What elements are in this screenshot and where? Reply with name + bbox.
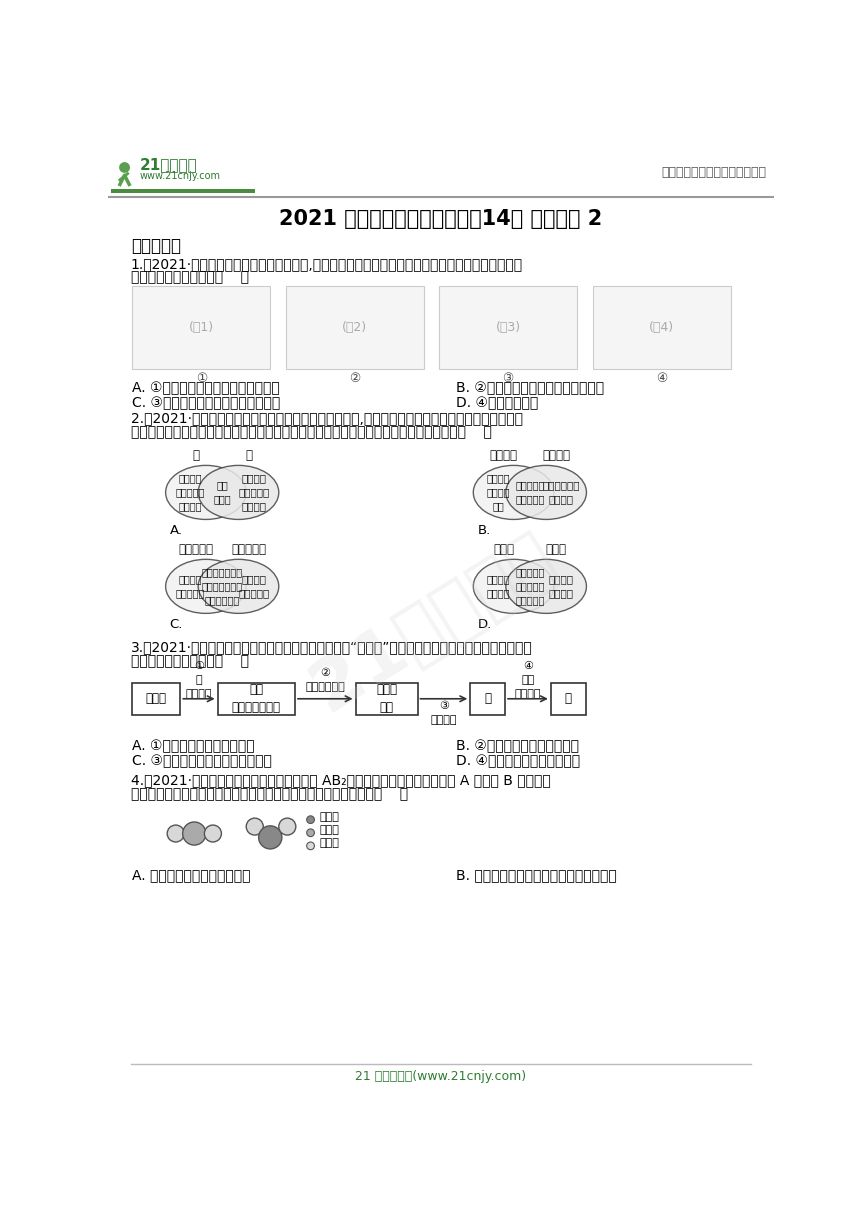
Circle shape [246,818,263,835]
Text: ①
熬
（加热）: ① 熬 （加热） [186,662,212,699]
Text: 2.（2021·嘉兴）利用图形对概念间的关系进行归纳梳理,可以直观地反映两者的个性和共性。下列图: 2.（2021·嘉兴）利用图形对概念间的关系进行归纳梳理,可以直观地反映两者的个… [131,411,523,426]
Ellipse shape [198,559,279,613]
Bar [218,682,295,715]
Ellipse shape [166,559,246,613]
Ellipse shape [166,466,246,519]
Text: 分解有机物，
释放能量: 分解有机物， 释放能量 [543,480,580,505]
Text: 碑溶液能
使紫色石蕊
试液变蓝: 碑溶液能 使紫色石蕊 试液变蓝 [238,473,269,512]
Text: 一、单选题: 一、单选题 [131,237,181,255]
Text: 21 世纪教育网(www.21cnjy.com): 21 世纪教育网(www.21cnjy.com) [355,1070,526,1083]
Bar [112,188,255,193]
Bar [132,682,181,715]
Text: 力作用在
同一物体上: 力作用在 同一物体上 [238,574,269,598]
Ellipse shape [473,559,554,613]
Circle shape [307,816,315,823]
Text: (图3): (图3) [495,321,521,334]
Text: (图2): (图2) [342,321,367,334]
Text: 2021 年科学中考真题分类汇缗14： 化学基砂 2: 2021 年科学中考真题分类汇缗14： 化学基砂 2 [280,209,602,229]
Text: 合成有机
物，储存
能量: 合成有机 物，储存 能量 [487,473,510,512]
Text: 示。下列解释合理的是（    ）: 示。下列解释合理的是（ ） [131,654,249,668]
Text: 体循环: 体循环 [493,544,514,557]
Text: 碳原子: 碳原子 [320,824,340,834]
Text: 胆矾
（硬酸锂结晶）: 胆矾 （硬酸锂结晶） [232,683,281,714]
Text: C. ③叶片的下表面一般气孔数目较多: C. ③叶片的下表面一般气孔数目较多 [132,396,280,410]
Bar [286,286,424,370]
Text: 碑: 碑 [245,450,252,462]
Circle shape [259,826,282,849]
Text: 呼吸作用: 呼吸作用 [542,450,570,462]
Text: ②: ② [349,372,360,385]
Text: 形中左右两部分表示两个概念的个性，相交部分表示它们的共性，其中归纳梳理错误的是（    ）: 形中左右两部分表示两个概念的个性，相交部分表示它们的共性，其中归纳梳理错误的是（… [131,426,492,439]
Circle shape [120,162,130,173]
Text: 21世纪教育: 21世纪教育 [298,522,568,725]
Circle shape [307,841,315,850]
Text: 所有活细胞
中都能进行: 所有活细胞 中都能进行 [515,480,544,505]
Text: D.: D. [477,618,492,631]
Text: 一对平衡力: 一对平衡力 [231,544,266,557]
Bar [132,286,270,370]
Text: ②
烹（炭火烧）: ② 烹（炭火烧） [305,669,345,692]
Ellipse shape [198,466,279,519]
Text: A.: A. [169,524,182,536]
Text: B. ②是通过复分解反应获得锂: B. ②是通过复分解反应获得锂 [457,739,580,753]
Text: 光合作用: 光合作用 [489,450,518,462]
Bar [355,682,417,715]
Text: 1.（2021·绍兴）以可靠的实验事实为基础,通过推理得出结论的研究方法称为科学推理法。下列结论: 1.（2021·绍兴）以可靠的实验事实为基础,通过推理得出结论的研究方法称为科学… [131,257,523,271]
Text: www.21cnjy.com: www.21cnjy.com [140,170,221,180]
Text: 通过这种方法得出的是（    ）: 通过这种方法得出的是（ ） [131,271,249,285]
Bar [550,682,586,715]
Text: 硬酸锂
溶液: 硬酸锂 溶液 [376,683,397,714]
Text: 锂: 锂 [484,692,491,705]
Text: 力的大小相同、
方向相反、作用
在同一直线上: 力的大小相同、 方向相反、作用 在同一直线上 [201,568,243,606]
Text: 锂: 锂 [565,692,572,705]
Ellipse shape [473,466,554,519]
Text: 力作用在
不同物体上: 力作用在 不同物体上 [176,574,206,598]
Bar [593,286,731,370]
Text: 间位置不同，其模型如右图所示。根据此模型，下列叙述错误的是（    ）: 间位置不同，其模型如右图所示。根据此模型，下列叙述错误的是（ ） [131,787,408,801]
Text: 含有
氢元素: 含有 氢元素 [213,480,231,505]
Text: 相互作用力: 相互作用力 [178,544,213,557]
Text: 肺循环: 肺循环 [546,544,567,557]
Text: 苦泉水: 苦泉水 [146,692,167,705]
Text: ④
铁釜
（铁锅）: ④ 铁釜 （铁锅） [514,662,541,699]
Bar [439,286,577,370]
Text: D. ④说明铁元素变成了锂元素: D. ④说明铁元素变成了锂元素 [457,754,580,769]
Text: 21世纪教育: 21世纪教育 [140,157,198,171]
Text: (图1): (图1) [188,321,214,334]
Text: 氧原子: 氧原子 [320,838,340,848]
Text: B. ②可燃物燃烧需要温度达到着火点: B. ②可燃物燃烧需要温度达到着火点 [457,381,605,395]
Ellipse shape [506,466,587,519]
Text: 中小学教育资源及组卷应用平台: 中小学教育资源及组卷应用平台 [661,167,766,180]
Text: A. 两种物质都由两种元素组成: A. 两种物质都由两种元素组成 [132,868,251,882]
Text: ①: ① [196,372,207,385]
Text: A. ①通过蔓发溶剂可获得晶体: A. ①通过蔓发溶剂可获得晶体 [132,739,255,753]
Text: 酸溶液能
使紫色石蕊
试液变红: 酸溶液能 使紫色石蕊 试液变红 [176,473,206,512]
Circle shape [205,826,221,841]
Text: ③: ③ [502,372,513,385]
Ellipse shape [506,559,587,613]
Text: 3.（2021·嘉兴）北宋沈括在《梦溪笔谈》中记载了用“苦泉水”制取锂的方法，其主要生产流程如图所: 3.（2021·嘉兴）北宋沈括在《梦溪笔谈》中记载了用“苦泉水”制取锂的方法，其… [131,641,532,654]
Text: A. ①电流产生的热量与电阱大小有关: A. ①电流产生的热量与电阱大小有关 [132,381,280,395]
Text: C. ③所得确酸锂溶液一定是饱和的: C. ③所得确酸锂溶液一定是饱和的 [132,754,272,769]
Text: B. 两种物质中碳元素和硫元素化合价相同: B. 两种物质中碳元素和硫元素化合价相同 [457,868,617,882]
Text: 静脉血变
成动脉血: 静脉血变 成动脉血 [549,574,574,598]
Text: ③
加水溢解: ③ 加水溢解 [431,700,458,725]
Text: 酸: 酸 [193,450,200,462]
Text: (图4): (图4) [649,321,674,334]
Circle shape [167,826,184,841]
Text: C.: C. [169,618,183,631]
Text: ④: ④ [656,372,667,385]
Text: B.: B. [477,524,490,536]
Text: D. ④牛顿第一定律: D. ④牛顿第一定律 [457,396,538,410]
Text: 4.（2021·湖州）二氧化碳和二氧化硫都是由 AB₂型分子构成的物质，但分子中 A 原子和 B 原子的空: 4.（2021·湖州）二氧化碳和二氧化硫都是由 AB₂型分子构成的物质，但分子中… [131,773,550,788]
Text: 硬原子: 硬原子 [320,811,340,822]
Text: 血液从动脉
流向毛细血
管流向静脉: 血液从动脉 流向毛细血 管流向静脉 [515,568,544,606]
Circle shape [182,822,206,845]
Bar [112,150,255,195]
Bar [470,682,505,715]
Circle shape [279,818,296,835]
Circle shape [307,829,315,837]
Text: 动脉血变
成静脉血: 动脉血变 成静脉血 [487,574,510,598]
